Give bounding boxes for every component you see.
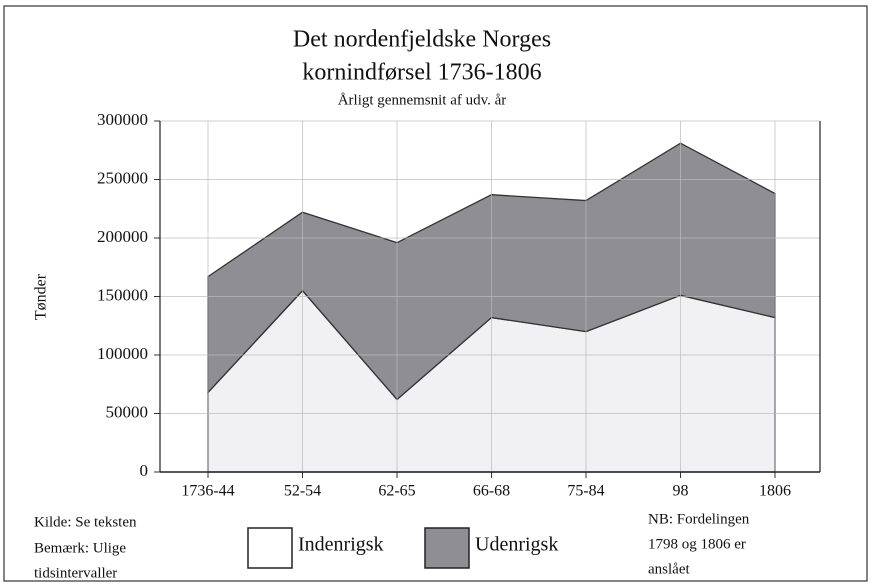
x-tick-label: 75-84: [567, 483, 604, 500]
note: NB: Fordelingen: [648, 511, 750, 527]
note: anslået: [648, 561, 690, 577]
x-tick-label: 52-54: [284, 483, 321, 500]
y-tick-label: 250000: [97, 168, 148, 187]
legend-label: Udenrigsk: [475, 534, 558, 556]
x-tick-label: 62-65: [378, 483, 415, 500]
y-tick-label: 200000: [97, 227, 148, 246]
source-note: Bemærk: Ulige: [34, 540, 126, 556]
legend-label: Indenrigsk: [298, 534, 384, 556]
x-tick-label: 1806: [759, 483, 791, 500]
y-tick-label: 100000: [97, 344, 148, 363]
chart-subtitle: Årligt gennemsnit af udv. år: [338, 92, 507, 108]
chart-title: Det nordenfjeldske Norges: [293, 27, 551, 53]
legend-swatch: [424, 527, 470, 569]
source-note: tidsintervaller: [34, 565, 117, 581]
note: 1798 og 1806 er: [648, 536, 746, 552]
x-tick-label: 98: [673, 483, 689, 500]
frame: [3, 5, 868, 582]
y-axis-label: Tønder: [33, 273, 50, 320]
y-tick-label: 50000: [106, 402, 149, 421]
y-tick-label: 0: [140, 461, 149, 480]
legend-swatch: [247, 527, 293, 569]
y-tick-label: 150000: [97, 285, 148, 304]
x-tick-label: 1736-44: [181, 483, 234, 500]
source-note: Kilde: Se teksten: [34, 514, 137, 530]
x-tick-label: 66-68: [473, 483, 510, 500]
y-tick-label: 300000: [97, 110, 148, 129]
chart-title: kornindførsel 1736-1806: [302, 60, 541, 86]
